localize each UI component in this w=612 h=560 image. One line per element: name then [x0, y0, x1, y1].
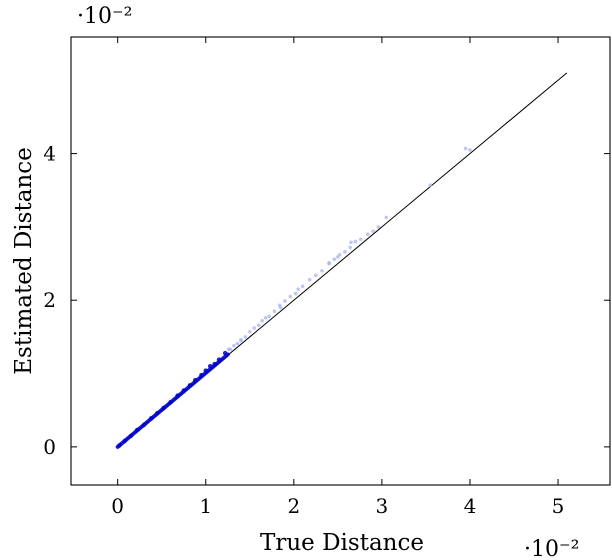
y-tick-label: 0 [43, 435, 56, 459]
data-point-33 [288, 294, 293, 299]
data-point-5 [148, 416, 154, 421]
data-point-25 [252, 326, 256, 330]
data-point-48 [376, 225, 381, 229]
data-point-43 [348, 245, 352, 250]
data-point-45 [358, 237, 363, 242]
data-point-42 [343, 250, 347, 254]
data-point-24 [247, 329, 252, 334]
data-point-23 [243, 335, 248, 339]
data-point-0 [117, 443, 122, 448]
data-point-13 [199, 372, 204, 378]
data-point-27 [260, 318, 264, 323]
data-point-28 [263, 316, 268, 320]
data-point-40 [332, 257, 337, 261]
data-point-46 [366, 232, 370, 237]
y-axis-label: Estimated Distance [11, 147, 37, 374]
data-point-1 [122, 438, 127, 444]
x-axis: 0 1 2 3 4 5 [111, 37, 564, 518]
data-point-55 [278, 305, 283, 310]
data-point-11 [187, 383, 193, 388]
x-axis-scale-label: ·10⁻² [524, 537, 579, 560]
data-point-2 [128, 433, 134, 439]
data-point-34 [293, 291, 298, 296]
data-point-50 [428, 183, 433, 187]
data-point-58 [349, 240, 353, 245]
data-point-9 [175, 393, 180, 398]
data-point-38 [320, 269, 324, 273]
data-point-20 [232, 343, 236, 348]
data-point-21 [235, 341, 240, 346]
y-tick-label: 4 [43, 142, 56, 166]
data-point-3 [134, 427, 140, 433]
data-point-12 [192, 377, 198, 383]
data-point-10 [181, 388, 186, 393]
data-point-57 [226, 347, 231, 352]
data-point-16 [212, 361, 217, 367]
x-tick-label: 0 [111, 494, 124, 518]
data-point-7 [161, 405, 166, 411]
plot-area [115, 72, 568, 449]
data-point-44 [353, 239, 358, 244]
data-point-6 [155, 410, 160, 416]
data-point-53 [336, 255, 340, 259]
data-point-15 [207, 364, 213, 369]
y-axis-scale-label: ·10⁻² [77, 4, 132, 29]
data-point-29 [267, 314, 271, 319]
data-point-cluster [115, 352, 230, 449]
x-tick-label: 3 [376, 494, 389, 518]
data-point-59 [327, 261, 331, 265]
data-point-8 [168, 399, 173, 405]
data-point-49 [384, 215, 389, 220]
data-point-18 [222, 350, 228, 356]
data-point-30 [272, 309, 277, 314]
y-tick-label: 2 [43, 288, 56, 312]
x-tick-label: 1 [199, 494, 212, 518]
x-tick-label: 2 [287, 494, 300, 518]
data-point-51 [463, 146, 468, 151]
y-axis: 0 2 4 [43, 142, 610, 459]
data-point-17 [216, 357, 222, 362]
plot-frame [70, 36, 611, 486]
data-point-36 [307, 277, 312, 282]
data-point-37 [314, 273, 318, 278]
x-axis-label: True Distance [260, 530, 424, 556]
data-point-14 [203, 368, 208, 373]
data-point-32 [283, 299, 287, 303]
x-tick-label: 5 [552, 494, 565, 518]
data-point-26 [256, 323, 261, 327]
data-point-4 [141, 422, 147, 428]
data-point-56 [239, 338, 243, 343]
data-point-47 [371, 229, 375, 234]
x-tick-label: 4 [464, 494, 477, 518]
data-point-35 [300, 284, 305, 289]
data-point-54 [296, 287, 301, 292]
data-point-52 [468, 148, 472, 152]
